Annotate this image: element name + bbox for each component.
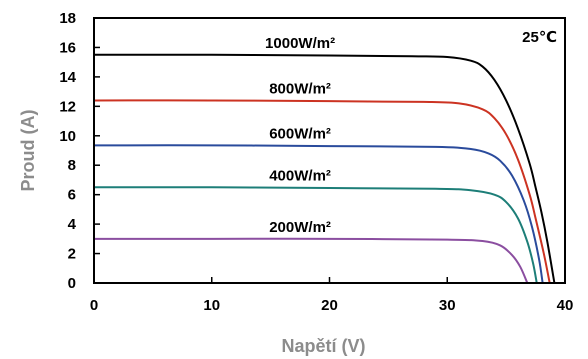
series-line-3 [93,186,538,284]
series-line-0 [93,53,556,284]
y-tick-label: 4 [68,216,77,233]
temperature-annotation: 25℃ [522,29,557,46]
x-tick-label: 20 [321,297,338,314]
y-axis-title: Proud (A) [18,110,38,192]
series-label-2: 600W/m² [269,125,331,142]
y-axis-ticks: 0 2 4 6 8 10 12 14 16 18 [59,10,100,292]
series-label-1: 800W/m² [269,80,331,97]
y-tick-label: 2 [68,246,76,263]
series-line-2 [93,144,544,284]
x-axis-title: Napětí (V) [281,336,365,356]
series-label-3: 400W/m² [269,167,331,184]
y-tick-label: 14 [59,69,76,86]
y-tick-label: 16 [59,39,76,56]
y-tick-label: 18 [59,10,76,27]
series-group [93,53,556,284]
x-tick-label: 10 [203,297,220,314]
series-line-4 [94,237,529,284]
plot-area-frame [93,17,566,284]
x-tick-label: 0 [90,297,98,314]
x-axis-ticks: 0 10 20 30 40 [90,277,574,314]
series-labels: 1000W/m² 800W/m² 600W/m² 400W/m² 200W/m² [265,35,335,236]
x-tick-label: 30 [439,297,456,314]
y-tick-label: 8 [68,157,76,174]
y-tick-label: 6 [68,187,76,204]
series-label-4: 200W/m² [269,219,331,236]
y-tick-label: 10 [59,128,76,145]
series-line-1 [93,99,551,284]
y-tick-label: 12 [59,98,76,115]
x-tick-label: 40 [557,297,574,314]
series-label-0: 1000W/m² [265,35,335,52]
y-tick-label: 0 [68,275,76,292]
